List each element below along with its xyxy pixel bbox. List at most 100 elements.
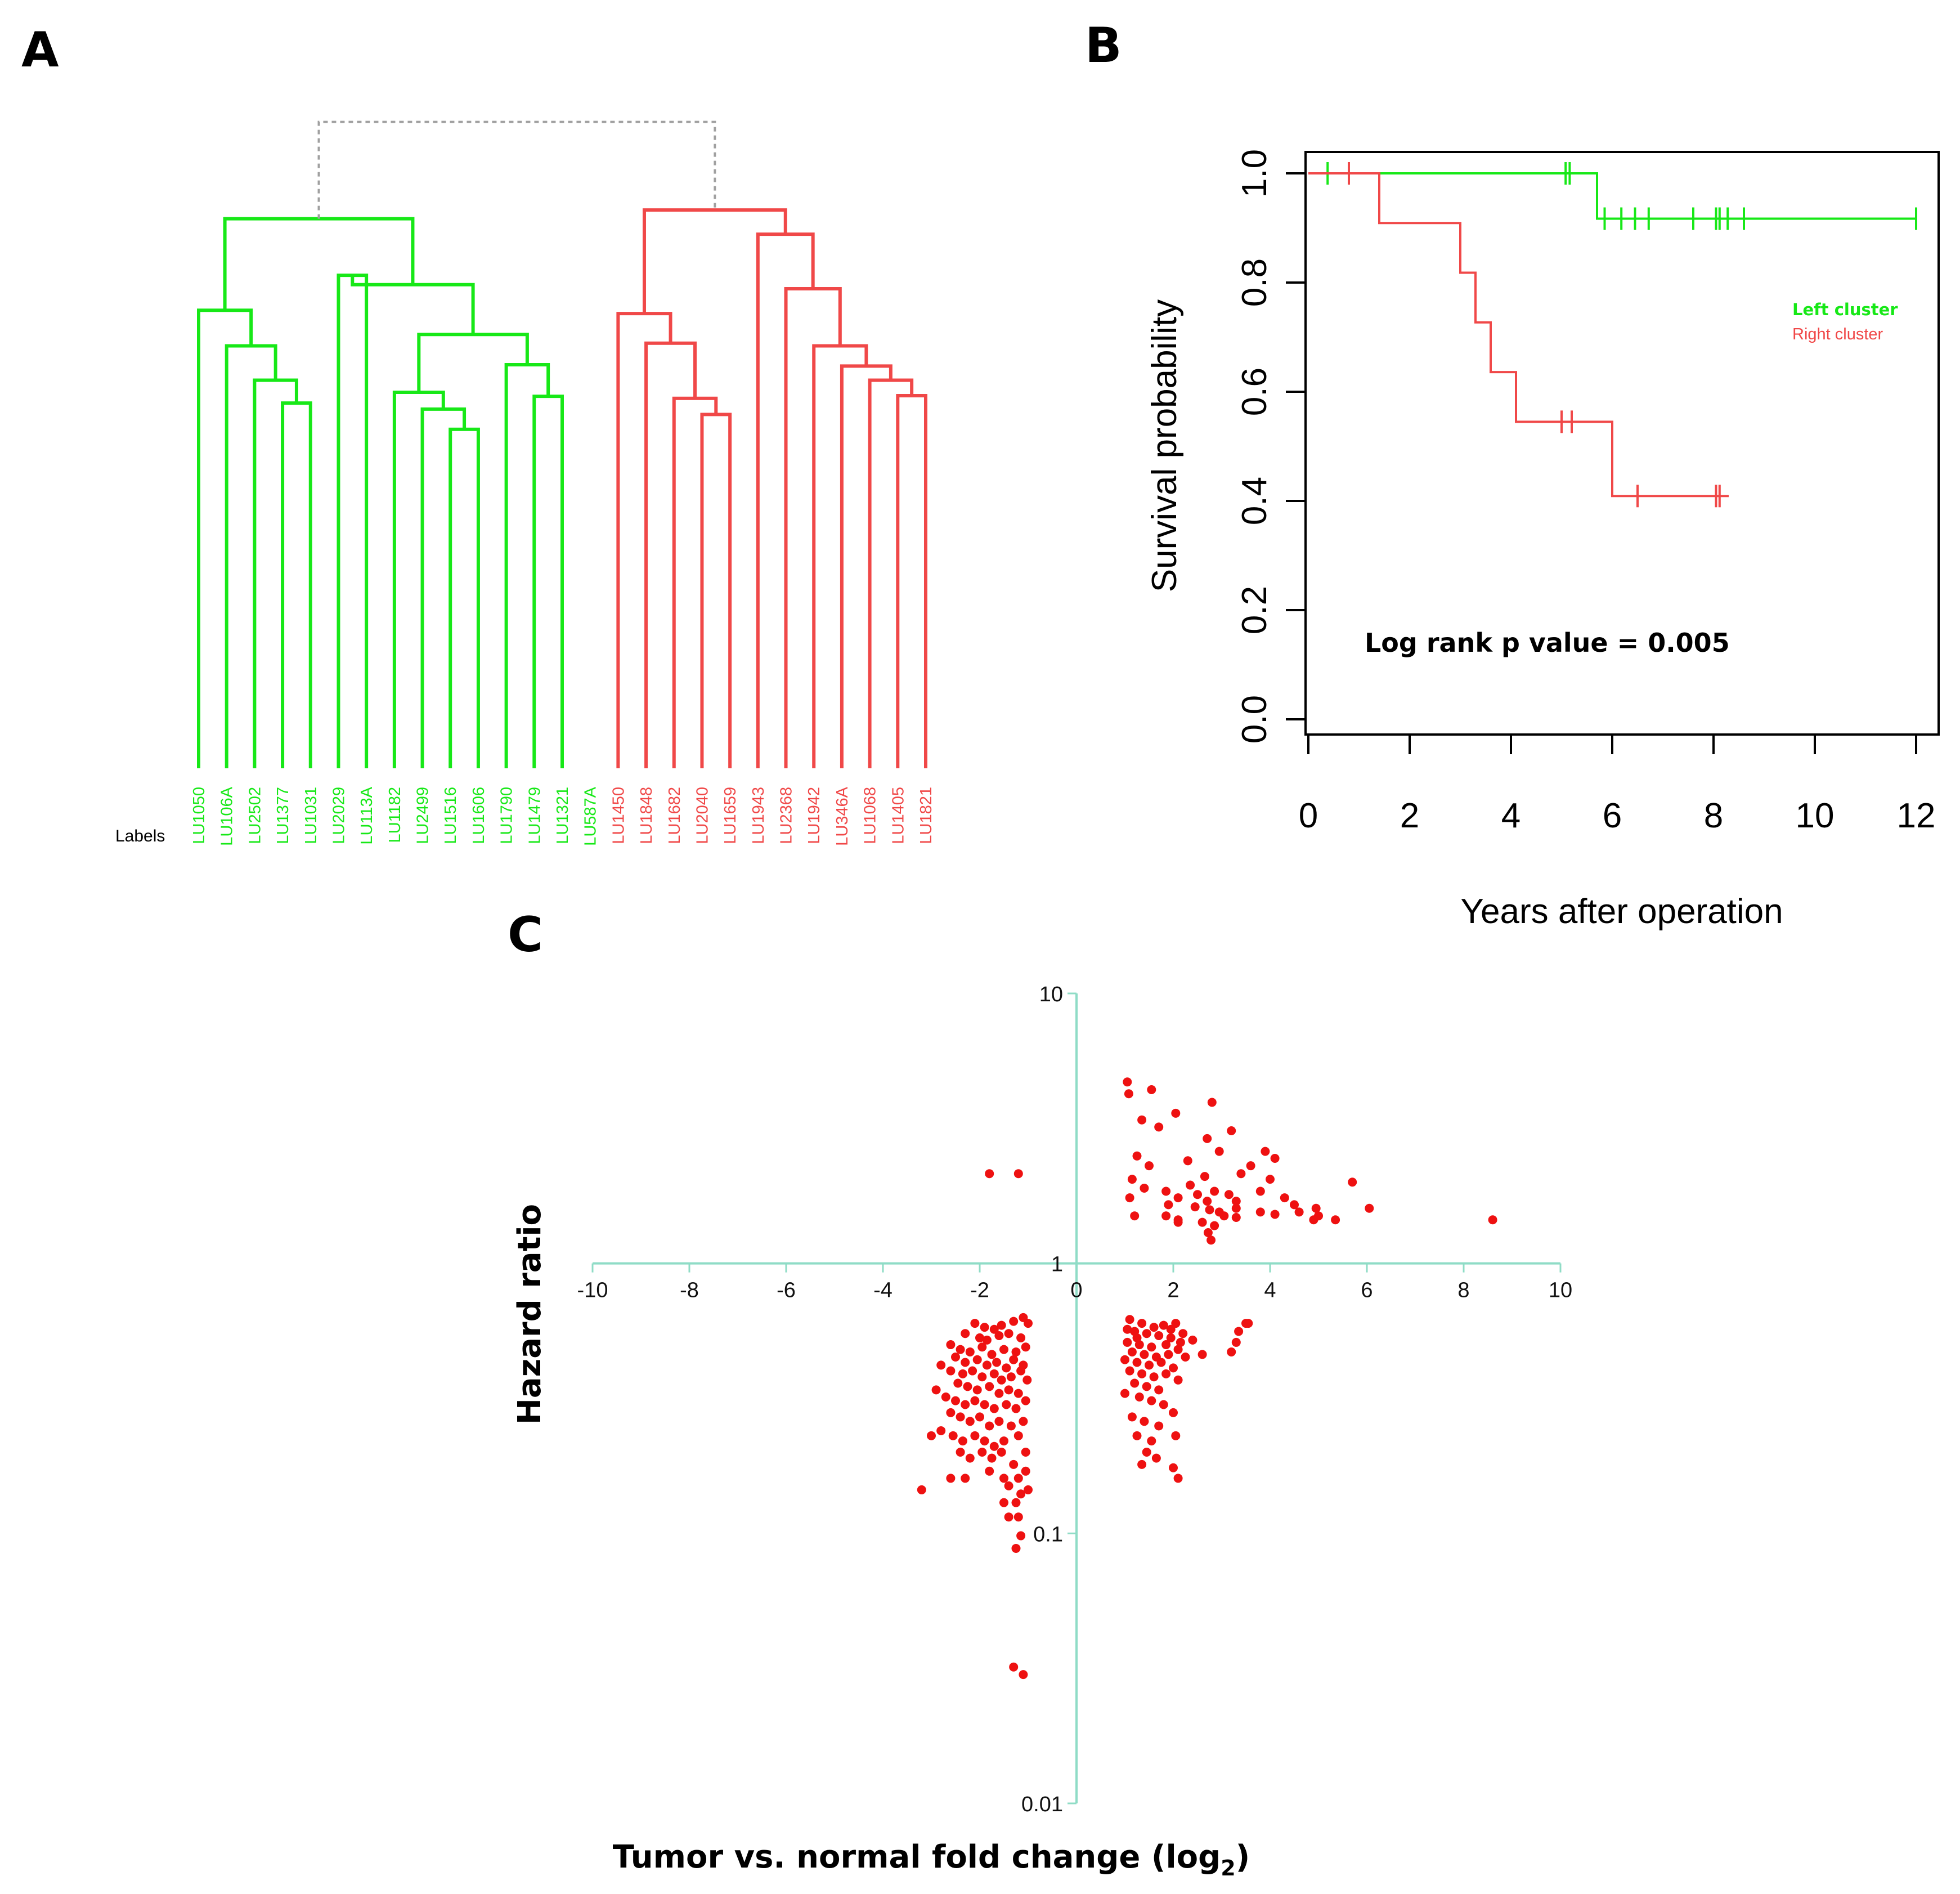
scatter-point xyxy=(994,1389,1004,1398)
scatter-point xyxy=(982,1360,992,1370)
dendrogram-merge-15 xyxy=(672,396,718,768)
scatter-point xyxy=(1207,1098,1217,1107)
scatter-y-tick-label: 10 xyxy=(1039,983,1063,1006)
scatter-point xyxy=(997,1447,1006,1457)
scatter-y-axis-title: Hazard ratio xyxy=(512,1204,548,1425)
scatter-x-tick-label: 8 xyxy=(1457,1279,1469,1302)
scatter-point xyxy=(1013,1389,1023,1398)
scatter-point xyxy=(1009,1662,1019,1672)
scatter-x-tick-label: -4 xyxy=(873,1279,892,1302)
scatter-point xyxy=(1171,1108,1181,1118)
scatter-point xyxy=(1013,1512,1023,1522)
scatter-point xyxy=(1181,1353,1190,1362)
dendrogram-leaf-label: LU1682 xyxy=(666,787,684,844)
scatter-point xyxy=(917,1485,926,1494)
scatter-point xyxy=(1123,1077,1132,1087)
scatter-point xyxy=(956,1447,965,1457)
scatter-point xyxy=(1203,1228,1213,1238)
dendrogram-merge-17 xyxy=(616,312,672,768)
scatter-point xyxy=(1132,1358,1142,1367)
scatter-point xyxy=(1004,1385,1013,1395)
scatter-x-tick-label: 4 xyxy=(1264,1279,1276,1302)
scatter-point xyxy=(1159,1320,1168,1330)
dendrogram-merge-7 xyxy=(392,390,445,768)
scatter-point xyxy=(1214,1147,1224,1156)
scatter-point xyxy=(980,1323,989,1332)
scatter-point xyxy=(1127,1175,1137,1184)
scatter-point xyxy=(999,1474,1008,1483)
dendrogram-leaf-label: LU1031 xyxy=(302,787,320,844)
scatter-point xyxy=(968,1366,977,1376)
scatter-point xyxy=(936,1360,946,1370)
scatter-point xyxy=(1134,1340,1144,1350)
scatter-point xyxy=(1125,1366,1134,1376)
scatter-x-axis-title-subscript: 2 xyxy=(1221,1856,1235,1880)
scatter-point xyxy=(1200,1172,1209,1181)
scatter-point xyxy=(1188,1335,1197,1345)
scatter-x-tick-label: 2 xyxy=(1167,1279,1179,1302)
scatter-point xyxy=(989,1324,999,1334)
dendrogram-leaf-label: LU1377 xyxy=(274,787,292,844)
scatter-point xyxy=(927,1431,936,1440)
scatter-x-axis-title-end: ) xyxy=(1236,1839,1250,1875)
panel-label-b: B xyxy=(1085,17,1122,74)
scatter-point xyxy=(989,1369,999,1378)
scatter-point xyxy=(953,1378,963,1388)
dendrogram-leaf-label: LU1942 xyxy=(805,787,823,844)
scatter-point xyxy=(999,1345,1008,1354)
scatter-point xyxy=(1002,1400,1011,1409)
scatter-point xyxy=(1120,1389,1129,1398)
scatter-point xyxy=(1145,1360,1154,1370)
legend-left-cluster: Left cluster xyxy=(1792,300,1898,319)
scatter-x-axis-title: Tumor vs. normal fold change (log2) xyxy=(613,1839,1250,1880)
scatter-point xyxy=(951,1396,960,1405)
scatter-point xyxy=(1147,1342,1156,1352)
scatter-point xyxy=(1147,1085,1156,1095)
scatter-point xyxy=(1190,1202,1200,1212)
survival-x-axis-title: Years after operation xyxy=(1460,892,1783,931)
scatter-point xyxy=(1331,1215,1340,1225)
survival-y-tick-label: 0.6 xyxy=(1235,368,1274,416)
scatter-point xyxy=(1234,1327,1244,1336)
dendrogram-merge-21 xyxy=(812,344,868,768)
dendrogram-panel: LU1050 LU106A LU2502 LU1377 LU1031 LU2029 LU11… xyxy=(190,120,935,846)
scatter-point xyxy=(1311,1203,1321,1213)
scatter-point xyxy=(965,1347,975,1356)
panel-label-a: A xyxy=(21,22,59,78)
scatter-point xyxy=(994,1417,1004,1426)
scatter-point xyxy=(1016,1489,1026,1499)
scatter-point xyxy=(1154,1331,1164,1341)
scatter-point xyxy=(985,1466,994,1476)
survival-panel: 0 2 4 6 8 10 12 0.0 0.2 0.4 0.6 0.8 1.0 xyxy=(1235,149,1940,835)
scatter-point xyxy=(963,1382,972,1391)
scatter-point xyxy=(1013,1169,1023,1179)
scatter-point xyxy=(1137,1369,1147,1378)
survival-curve-left-cluster xyxy=(1308,172,1916,220)
scatter-point xyxy=(1024,1485,1033,1494)
survival-curve-right-cluster xyxy=(1308,172,1729,498)
scatter-point xyxy=(977,1342,987,1352)
scatter-point xyxy=(1161,1211,1171,1221)
survival-x-tick-label: 4 xyxy=(1501,796,1521,835)
scatter-point xyxy=(1219,1211,1229,1221)
dendrogram-leaf-label: LU346A xyxy=(833,786,851,845)
scatter-point xyxy=(970,1431,980,1440)
scatter-point xyxy=(1197,1350,1207,1359)
survival-x-tick-label: 2 xyxy=(1400,796,1419,835)
scatter-point xyxy=(1021,1466,1030,1476)
scatter-point xyxy=(1236,1169,1246,1179)
scatter-point xyxy=(1169,1463,1178,1472)
survival-x-tick-label: 8 xyxy=(1704,796,1723,835)
dendrogram-leaf-label: LU1790 xyxy=(498,787,516,844)
scatter-point xyxy=(1013,1474,1023,1483)
scatter-y-tick-label: 1 xyxy=(1051,1253,1063,1277)
dendrogram-merge-19 xyxy=(868,378,914,768)
scatter-point xyxy=(1261,1147,1270,1156)
scatter-point xyxy=(999,1436,1008,1446)
survival-x-tick-label: 0 xyxy=(1299,796,1318,835)
scatter-point xyxy=(956,1412,965,1422)
scatter-point xyxy=(992,1358,1002,1367)
scatter-point xyxy=(1142,1447,1151,1457)
scatter-point xyxy=(980,1436,989,1446)
scatter-point xyxy=(987,1350,997,1359)
